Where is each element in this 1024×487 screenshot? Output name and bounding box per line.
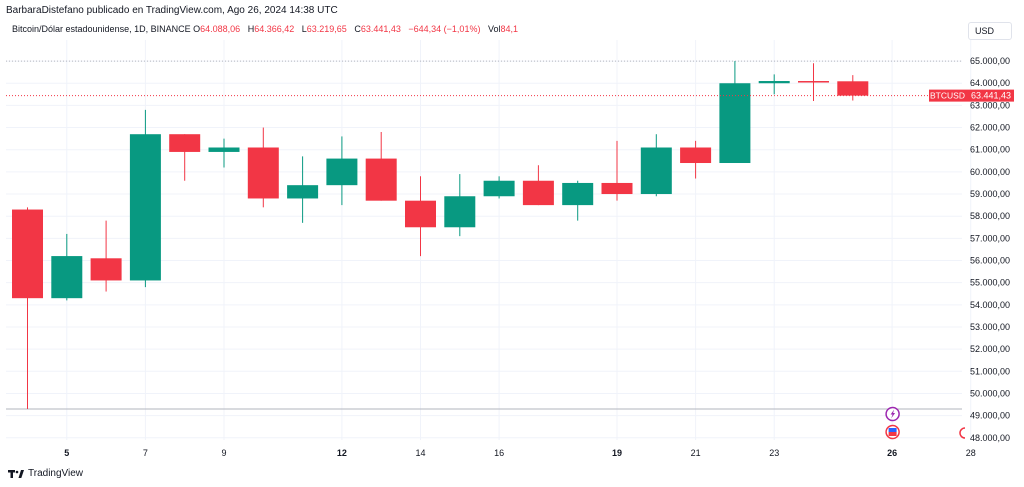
tradingview-brand[interactable]: TradingView <box>8 468 83 479</box>
price-axis: 48.000,00 49.000,00 50.000,00 51.000,00 52.0… <box>970 56 1010 443</box>
y-tick-label: 60.000,00 <box>970 167 1010 177</box>
x-tick-label: 7 <box>143 448 148 458</box>
candle-body <box>287 185 319 199</box>
x-tick-label: 23 <box>769 448 779 458</box>
flag-event-icon[interactable] <box>885 424 900 440</box>
x-tick-label: 19 <box>612 448 622 458</box>
candle-body <box>798 81 829 83</box>
candle-body <box>837 81 869 96</box>
candle-body <box>365 158 397 201</box>
y-tick-label: 52.000,00 <box>970 344 1010 354</box>
price-tag-bg <box>966 89 1014 102</box>
candle-body <box>562 182 594 206</box>
legend-vol-label: Vol <box>487 24 501 34</box>
x-tick-label: 14 <box>415 448 425 458</box>
x-tick-label: 21 <box>691 448 701 458</box>
x-tick-label: 9 <box>221 448 226 458</box>
ohlc-legend: Bitcoin/Dólar estadounidense, 1D, BINANC… <box>12 24 523 34</box>
y-tick-label: 48.000,00 <box>970 433 1010 443</box>
legend-vol-value: 84,1 <box>500 24 519 34</box>
y-tick-label: 61.000,00 <box>970 145 1010 155</box>
brand-label: TradingView <box>28 468 84 479</box>
legend-close-value: 63.441,43 <box>360 24 401 34</box>
legend-high-value: 64.366,42 <box>254 24 295 34</box>
currency-selector[interactable]: USD <box>968 22 1012 40</box>
y-tick-label: 51.000,00 <box>970 366 1010 376</box>
y-tick-label: 56.000,00 <box>970 256 1010 266</box>
legend-change-value: −644,34 (−1,01%) <box>408 24 481 34</box>
candle-body <box>169 134 201 152</box>
partial-event-icon <box>959 427 966 439</box>
candle-body <box>405 200 436 228</box>
lightning-bolt <box>890 409 896 419</box>
candle-body <box>522 180 554 206</box>
legend-symbol[interactable]: Bitcoin/Dólar estadounidense, 1D, BINANC… <box>12 24 191 34</box>
legend-open-value: 64.088,06 <box>200 24 241 34</box>
overlay-layer: BTCUSD 63.441,43 <box>6 89 1014 440</box>
candle-body <box>640 147 672 195</box>
y-tick-label: 50.000,00 <box>970 388 1010 398</box>
candle-body <box>90 258 122 281</box>
x-tick-label: 16 <box>494 448 504 458</box>
x-tick-label: 26 <box>887 448 897 458</box>
candle-body <box>51 256 83 299</box>
x-tick-label: 5 <box>64 448 69 458</box>
candle-body <box>719 83 751 164</box>
price-tag-label: 63.441,43 <box>971 91 1011 101</box>
x-tick-label: 28 <box>966 448 976 458</box>
candle-body <box>483 180 515 197</box>
y-tick-label: 54.000,00 <box>970 300 1010 310</box>
flag-top <box>888 428 897 432</box>
y-tick-label: 55.000,00 <box>970 278 1010 288</box>
y-tick-label: 62.000,00 <box>970 123 1010 133</box>
candle-body <box>12 209 43 299</box>
candle-body <box>129 134 161 281</box>
y-tick-label: 57.000,00 <box>970 233 1010 243</box>
candle-body <box>444 196 476 228</box>
y-tick-label: 58.000,00 <box>970 211 1010 221</box>
tradingview-logo-icon <box>8 469 24 478</box>
candle-layer <box>12 61 869 409</box>
y-tick-label: 63.000,00 <box>970 100 1010 110</box>
flag-bottom <box>888 432 897 436</box>
legend-high-label: H <box>247 24 255 34</box>
candle-body <box>208 147 240 152</box>
candle-body <box>680 147 712 164</box>
symbol-tag-label: BTCUSD <box>930 91 965 101</box>
y-tick-label: 53.000,00 <box>970 322 1010 332</box>
candle-body <box>758 81 790 84</box>
y-tick-label: 59.000,00 <box>970 189 1010 199</box>
x-tick-label: 12 <box>337 448 347 458</box>
legend-low-value: 63.219,65 <box>306 24 347 34</box>
legend-low-label: L <box>301 24 307 34</box>
y-tick-label: 64.000,00 <box>970 78 1010 88</box>
legend-close-label: C <box>354 24 361 34</box>
symbol-tag-bg <box>929 89 966 102</box>
y-tick-label: 49.000,00 <box>970 411 1010 421</box>
time-axis: 5 7 9 12 14 16 19 21 23 26 28 <box>64 448 975 458</box>
legend-open-label: O <box>193 24 201 34</box>
published-byline: BarbaraDistefano publicado en TradingVie… <box>6 5 338 16</box>
candle-body <box>247 147 279 199</box>
lightning-event-icon[interactable] <box>885 406 900 422</box>
candle-body <box>601 182 633 195</box>
y-tick-label: 65.000,00 <box>970 56 1010 66</box>
candle-body <box>326 158 358 186</box>
